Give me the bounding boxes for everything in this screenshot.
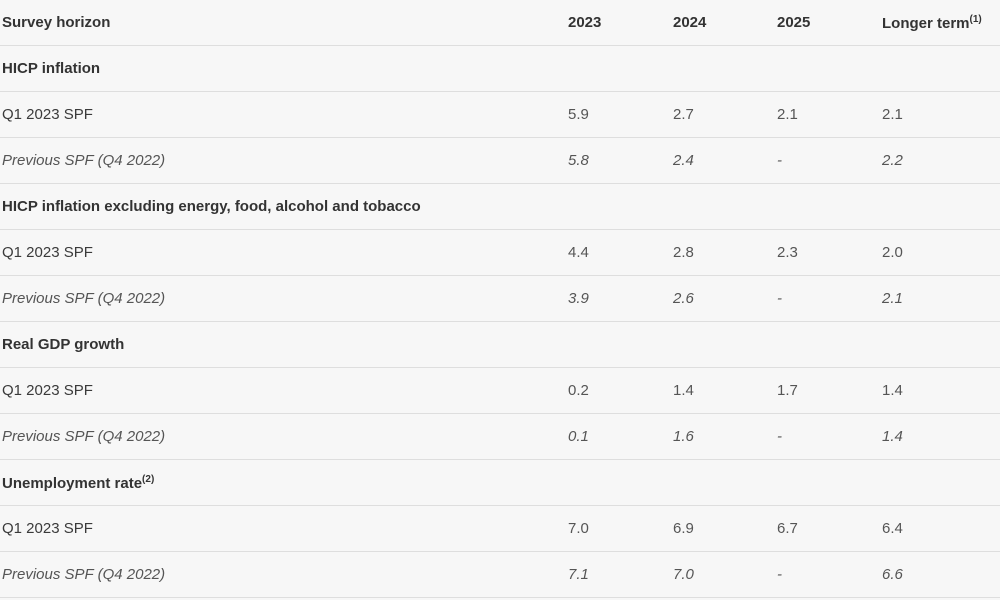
cell-value: - <box>775 275 880 322</box>
cell-value: - <box>775 551 880 598</box>
cell-value: 1.4 <box>671 367 775 414</box>
row-label: Q1 2023 SPF <box>0 229 566 276</box>
column-header-text: Longer term <box>882 14 970 32</box>
cell-value: 2.1 <box>775 91 880 138</box>
cell-value: 0.1 <box>566 413 671 460</box>
data-row: Previous SPF (Q4 2022) 7.1 7.0-6.6 <box>0 551 1000 598</box>
row-label: Previous SPF (Q4 2022) <box>0 413 566 460</box>
cell-value: 7.0 <box>566 505 671 552</box>
cell-value: 1.6 <box>671 413 775 460</box>
row-label: Previous SPF (Q4 2022) <box>0 551 566 598</box>
cell-value: 5.9 <box>566 91 671 138</box>
row-label: Q1 2023 SPF <box>0 505 566 552</box>
column-header-text: 2023 <box>568 14 602 31</box>
cell-value: 7.0 <box>671 551 775 598</box>
cell-value: 1.4 <box>880 367 1000 414</box>
cell-value: 2.3 <box>775 229 880 276</box>
section-row: Real GDP growth <box>0 321 1000 368</box>
header-row: Survey horizon 2023 2024 2025 Longer term(1) <box>0 0 1000 46</box>
row-label: Q1 2023 SPF <box>0 367 566 414</box>
cell-value: 4.4 <box>566 229 671 276</box>
cell-value: 6.4 <box>880 505 1000 552</box>
cell-value: 2.8 <box>671 229 775 276</box>
data-row: Q1 2023 SPF 0.2 1.4 1.7 1.4 <box>0 367 1000 414</box>
cell-value: 2.0 <box>880 229 1000 276</box>
column-header: 2024 <box>671 0 775 46</box>
data-row: Q1 2023 SPF 4.4 2.8 2.3 2.0 <box>0 229 1000 276</box>
cell-value: 5.8 <box>566 137 671 184</box>
cell-value: 6.7 <box>775 505 880 552</box>
cell-value: 6.9 <box>671 505 775 552</box>
section-row: HICP inflation excluding energy, food, a… <box>0 183 1000 230</box>
column-header: Survey horizon <box>0 0 566 46</box>
section-row: Unemployment rate(2) <box>0 459 1000 506</box>
data-row: Q1 2023 SPF 5.9 2.7 2.1 2.1 <box>0 91 1000 138</box>
section-title-text: HICP inflation <box>2 60 101 77</box>
section-title-text: HICP inflation excluding energy, food, a… <box>2 198 421 215</box>
footnote-marker: (1) <box>969 13 982 25</box>
section-title: HICP inflation excluding energy, food, a… <box>0 183 1000 230</box>
column-header-text: 2024 <box>673 14 707 31</box>
cell-value: - <box>775 137 880 184</box>
cell-value: 2.4 <box>671 137 775 184</box>
cell-value: 7.1 <box>566 551 671 598</box>
section-title: HICP inflation <box>0 45 1000 92</box>
section-title: Unemployment rate(2) <box>0 459 1000 506</box>
cell-value: 3.9 <box>566 275 671 322</box>
section-row: HICP inflation <box>0 45 1000 92</box>
section-title-text: Unemployment rate <box>2 474 143 492</box>
section-title: Real GDP growth <box>0 321 1000 368</box>
column-header: Longer term(1) <box>880 0 1000 46</box>
data-row: Previous SPF (Q4 2022) 5.8 2.4-2.2 <box>0 137 1000 184</box>
cell-value: 2.7 <box>671 91 775 138</box>
row-label: Previous SPF (Q4 2022) <box>0 275 566 322</box>
column-header: 2025 <box>775 0 880 46</box>
row-label: Q1 2023 SPF <box>0 91 566 138</box>
cell-value: 2.6 <box>671 275 775 322</box>
column-header-text: 2025 <box>777 14 811 31</box>
cell-value: 1.4 <box>880 413 1000 460</box>
cell-value: 2.1 <box>880 275 1000 322</box>
data-row: Previous SPF (Q4 2022) 0.1 1.6-1.4 <box>0 413 1000 460</box>
cell-value: 2.2 <box>880 137 1000 184</box>
section-title-text: Real GDP growth <box>2 336 125 353</box>
data-row: Previous SPF (Q4 2022) 3.9 2.6-2.1 <box>0 275 1000 322</box>
row-label: Previous SPF (Q4 2022) <box>0 137 566 184</box>
cell-value: - <box>775 413 880 460</box>
column-header-text: Survey horizon <box>2 14 111 31</box>
cell-value: 1.7 <box>775 367 880 414</box>
column-header: 2023 <box>566 0 671 46</box>
cell-value: 6.6 <box>880 551 1000 598</box>
data-row: Q1 2023 SPF 7.0 6.9 6.7 6.4 <box>0 505 1000 552</box>
cell-value: 0.2 <box>566 367 671 414</box>
footnote-marker: (2) <box>142 473 155 485</box>
cell-value: 2.1 <box>880 91 1000 138</box>
